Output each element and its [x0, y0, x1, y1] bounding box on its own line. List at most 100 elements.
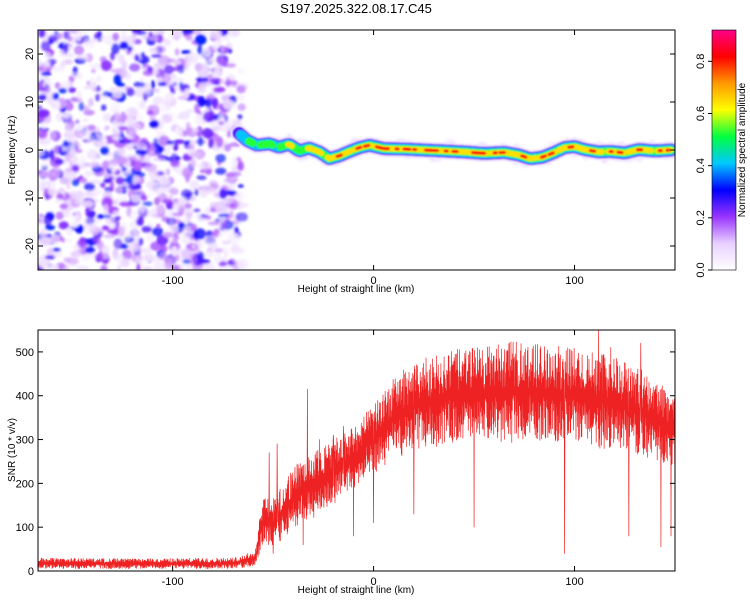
noise-blob	[43, 214, 53, 226]
noise-blob	[84, 182, 96, 191]
noise-blob	[113, 74, 122, 86]
noise-blob	[138, 237, 144, 245]
noise-blob	[62, 267, 69, 270]
noise-blob	[88, 161, 101, 169]
noise-blob	[238, 201, 244, 211]
noise-blob	[119, 41, 129, 50]
noise-blob	[228, 30, 241, 38]
noise-blob	[203, 262, 215, 270]
noise-blob	[45, 192, 50, 201]
noise-blob	[184, 88, 190, 99]
noise-blob	[87, 134, 95, 144]
noise-blob	[171, 120, 177, 125]
noise-blob	[141, 225, 152, 233]
noise-blob	[237, 184, 244, 188]
noise-blob	[38, 66, 44, 72]
noise-blob	[70, 215, 78, 220]
noise-blob	[194, 113, 201, 125]
noise-blob	[235, 212, 248, 222]
noise-blob	[140, 194, 148, 201]
noise-blob	[72, 155, 78, 167]
noise-blob	[111, 128, 117, 133]
noise-blob	[193, 228, 207, 240]
noise-blob	[224, 115, 229, 123]
noise-blob	[183, 55, 192, 63]
noise-blob	[181, 226, 194, 238]
noise-blob	[99, 35, 111, 42]
colorbar-tick-label: 0.2	[695, 210, 707, 225]
noise-blob	[47, 247, 53, 257]
noise-blob	[66, 227, 73, 236]
snr-ytick-label: 400	[16, 391, 34, 403]
noise-blob	[172, 143, 179, 152]
spectrogram-signal-track	[230, 124, 675, 168]
noise-blob	[109, 158, 120, 165]
noise-blob	[130, 229, 140, 235]
noise-blob	[63, 257, 72, 263]
noise-blob	[80, 177, 88, 184]
noise-blob	[171, 246, 178, 257]
noise-blob	[166, 140, 175, 145]
colorbar-tick-label: 0.0	[695, 262, 707, 277]
noise-blob	[126, 88, 135, 97]
noise-blob	[224, 63, 237, 68]
noise-blob	[151, 226, 164, 237]
track-band-5	[363, 143, 371, 148]
noise-blob	[171, 30, 183, 38]
noise-blob	[126, 49, 132, 55]
snr-ytick-label: 200	[16, 478, 34, 490]
noise-blob	[84, 43, 96, 49]
noise-blob	[161, 72, 172, 84]
noise-blob	[181, 189, 193, 199]
noise-blob	[100, 264, 108, 270]
noise-blob	[186, 208, 195, 214]
noise-blob	[228, 210, 234, 219]
noise-blob	[139, 100, 147, 106]
noise-blob	[168, 218, 175, 230]
snr-xtick-label: 0	[371, 576, 377, 588]
noise-blob	[148, 181, 158, 191]
noise-blob	[101, 245, 110, 254]
noise-blob	[234, 226, 239, 234]
noise-blob	[92, 187, 103, 196]
noise-blob	[39, 171, 51, 178]
noise-blob	[38, 128, 48, 137]
noise-blob	[143, 88, 152, 95]
noise-blob	[38, 258, 51, 267]
noise-blob	[38, 72, 41, 82]
noise-blob	[61, 112, 70, 118]
noise-blob	[49, 130, 56, 140]
track-band-4	[487, 149, 539, 162]
noise-blob	[150, 80, 156, 90]
noise-blob	[108, 176, 114, 181]
noise-blob	[202, 47, 212, 58]
noise-blob	[45, 51, 52, 60]
noise-blob	[49, 103, 56, 108]
noise-blob	[145, 233, 155, 243]
noise-blob	[179, 259, 184, 270]
noise-blob	[194, 188, 199, 196]
noise-blob	[222, 35, 230, 41]
noise-blob	[110, 108, 119, 114]
track-band-3	[276, 142, 286, 151]
noise-blob	[194, 63, 202, 71]
noise-blob	[58, 87, 67, 94]
snr-ytick-label: 0	[28, 566, 34, 578]
noise-blob	[217, 114, 225, 124]
noise-blob	[227, 260, 236, 266]
noise-blob	[204, 235, 216, 245]
noise-blob	[64, 123, 74, 132]
noise-blob	[165, 168, 171, 176]
noise-blob	[190, 223, 198, 231]
noise-blob	[188, 158, 197, 168]
noise-blob	[59, 203, 68, 210]
noise-blob	[117, 264, 122, 270]
noise-blob	[60, 81, 71, 87]
noise-blob	[162, 198, 172, 204]
noise-blob	[223, 178, 236, 183]
snr-xlabel: Height of straight line (km)	[298, 585, 415, 596]
noise-blob	[185, 33, 193, 41]
noise-blob	[71, 164, 80, 173]
spectrogram-ylabel: Frequency (Hz)	[7, 116, 18, 185]
